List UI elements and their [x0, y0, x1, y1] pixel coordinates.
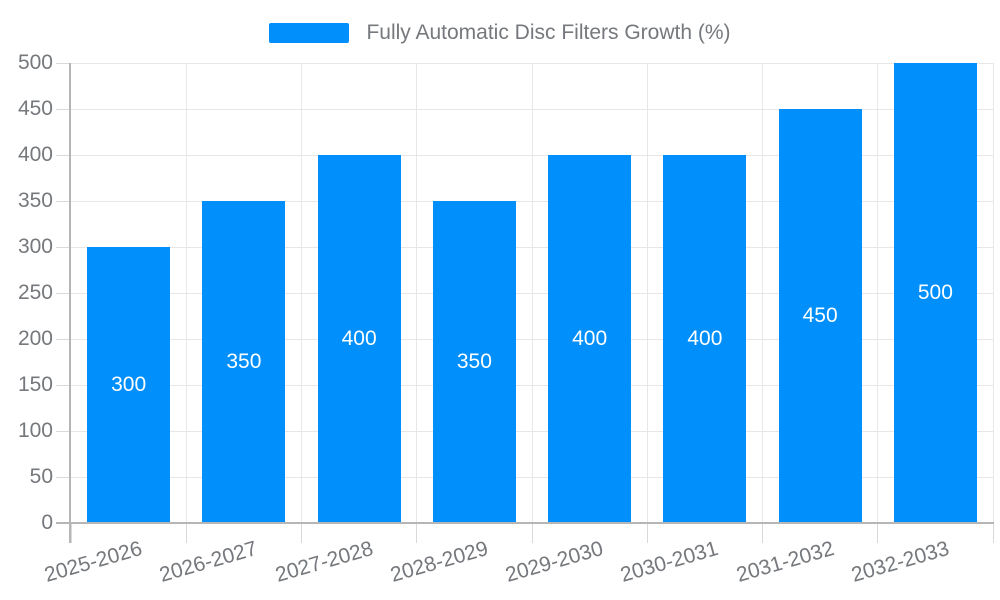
bar: 400	[317, 155, 401, 523]
y-axis-tick	[56, 476, 71, 478]
y-axis-line	[69, 63, 71, 543]
bar: 350	[202, 201, 286, 523]
x-axis-tick	[646, 523, 648, 543]
y-tick-label: 450	[17, 97, 53, 120]
y-tick-label: 0	[41, 511, 53, 534]
bar: 500	[893, 63, 977, 523]
y-tick-label: 500	[17, 51, 53, 74]
y-axis-tick	[56, 430, 71, 432]
x-axis-tick	[70, 523, 72, 543]
bar: 450	[778, 109, 862, 523]
bar: 400	[663, 155, 747, 523]
bar: 300	[87, 247, 171, 523]
v-gridline	[992, 63, 994, 523]
bar-value-label: 300	[111, 373, 147, 396]
y-axis-tick	[56, 246, 71, 248]
y-tick-label: 50	[29, 465, 53, 488]
y-tick-label: 400	[17, 143, 53, 166]
x-tick-label: 2026-2027	[157, 537, 261, 587]
x-axis-line	[56, 522, 994, 524]
bar-value-label: 450	[802, 304, 838, 327]
y-axis-tick	[56, 384, 71, 386]
v-gridline	[762, 63, 763, 523]
y-tick-label: 300	[17, 235, 53, 258]
x-tick-label: 2031-2032	[733, 537, 837, 587]
y-tick-label: 200	[17, 327, 53, 350]
x-axis-tick	[877, 523, 879, 543]
v-gridline	[877, 63, 879, 523]
x-axis-tick	[762, 523, 763, 543]
bar-value-label: 400	[572, 327, 608, 350]
x-axis-tick	[185, 523, 187, 543]
x-tick-label: 2027-2028	[272, 537, 376, 587]
x-tick-label: 2030-2031	[618, 537, 722, 587]
x-tick-label: 2025-2026	[42, 537, 145, 587]
y-tick-label: 350	[17, 189, 53, 212]
x-axis-tick	[301, 523, 302, 543]
x-tick-label: 2028-2029	[387, 537, 491, 587]
y-tick-label: 250	[17, 281, 53, 304]
y-axis-tick	[56, 108, 71, 110]
bar-value-label: 350	[226, 350, 262, 373]
x-axis-tick	[416, 523, 418, 543]
x-axis-tick	[992, 523, 994, 543]
v-gridline	[531, 63, 533, 523]
bar: 400	[548, 155, 632, 523]
x-axis-tick	[531, 523, 533, 543]
bar: 350	[432, 201, 516, 523]
y-tick-label: 150	[17, 373, 53, 396]
legend-swatch	[269, 23, 350, 43]
y-axis-tick	[56, 200, 71, 202]
bar-value-label: 500	[917, 281, 953, 304]
x-tick-label: 2032-2033	[848, 537, 952, 587]
v-gridline	[301, 63, 302, 523]
y-axis-tick	[56, 292, 71, 294]
y-tick-label: 100	[17, 419, 53, 442]
x-tick-label: 2029-2030	[503, 537, 606, 587]
bar-value-label: 400	[687, 327, 723, 350]
chart-legend[interactable]: Fully Automatic Disc Filters Growth (%)	[0, 20, 1000, 46]
bar-value-label: 350	[456, 350, 492, 373]
y-axis-tick	[56, 154, 71, 156]
legend-label: Fully Automatic Disc Filters Growth (%)	[366, 21, 731, 44]
v-gridline	[646, 63, 648, 523]
y-axis-tick	[56, 338, 71, 340]
y-axis-tick	[56, 62, 71, 64]
v-gridline	[185, 63, 187, 523]
v-gridline	[416, 63, 418, 523]
bar-value-label: 400	[341, 327, 377, 350]
